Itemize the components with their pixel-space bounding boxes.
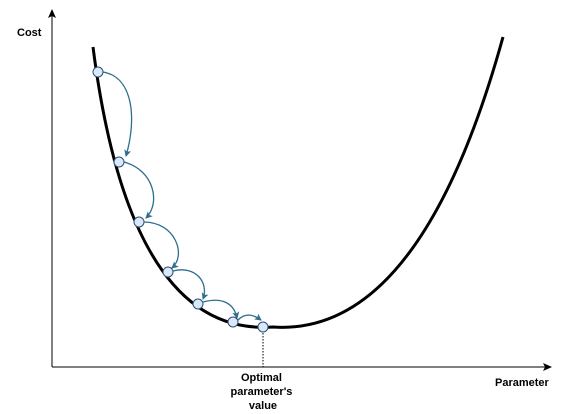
step-point-4	[162, 266, 174, 278]
step-point-6	[227, 316, 239, 328]
x-axis-label: Parameter	[495, 377, 550, 389]
step-point-3	[133, 216, 145, 228]
descent-points	[92, 66, 269, 333]
optimum-label-line-3: value	[249, 400, 277, 412]
step-arrow-2	[123, 161, 155, 219]
step-point-5	[192, 298, 204, 310]
step-arrow-3	[143, 221, 180, 269]
y-axis-label: Cost	[17, 27, 42, 39]
optimum-point	[257, 321, 269, 333]
step-arrow-6	[237, 313, 262, 321]
step-point-2	[113, 156, 125, 168]
optimum-label-line-2: parameter's	[231, 386, 293, 398]
optimum-label-line-1: Optimal	[241, 372, 282, 384]
step-point-1	[92, 66, 104, 78]
step-arrow-1	[102, 71, 133, 157]
descent-steps	[102, 71, 262, 321]
step-arrow-5	[202, 299, 240, 319]
cost-curve	[91, 36, 505, 329]
optimum-label: Optimal parameter's value	[231, 372, 296, 412]
step-arrow-4	[172, 269, 209, 300]
